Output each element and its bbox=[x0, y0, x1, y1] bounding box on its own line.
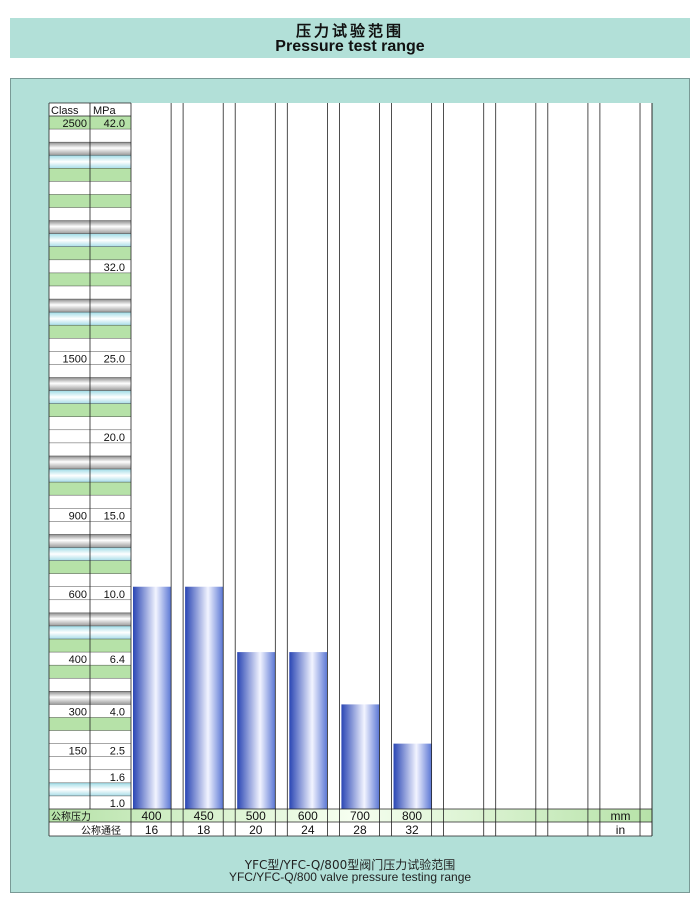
mpa-tick-label: 10.0 bbox=[104, 589, 125, 601]
bar bbox=[341, 704, 380, 809]
mpa-tick-label: 25.0 bbox=[104, 353, 125, 365]
bar bbox=[133, 586, 172, 809]
mpa-tick-label: 2.5 bbox=[110, 746, 125, 758]
class-tick-label: 600 bbox=[69, 589, 87, 601]
category-label-mm: 700 bbox=[350, 809, 370, 823]
axis-label-diameter: 公称通径 bbox=[81, 824, 121, 837]
class-header: Class bbox=[51, 105, 79, 117]
category-label-mm: 800 bbox=[402, 809, 422, 823]
chart-title-en: Pressure test range bbox=[275, 38, 425, 55]
footer-caption-en: YFC/YFC-Q/800 valve pressure testing ran… bbox=[228, 870, 472, 884]
class-tick-label: 300 bbox=[69, 706, 87, 718]
bar bbox=[185, 586, 224, 809]
category-label-in: 18 bbox=[197, 823, 211, 837]
title-banner: 压力试验范围 Pressure test range bbox=[10, 18, 690, 58]
class-tick-label: 1500 bbox=[63, 353, 87, 365]
mpa-header: MPa bbox=[93, 105, 117, 117]
unit-label-mm: mm bbox=[610, 809, 630, 823]
class-tick-label: 400 bbox=[69, 654, 87, 666]
category-label-mm: 600 bbox=[298, 809, 318, 823]
axis-label-pressure: 公称压力 bbox=[51, 810, 91, 823]
unit-label-in: in bbox=[616, 823, 625, 837]
bar bbox=[393, 743, 432, 809]
bar bbox=[289, 652, 328, 809]
mpa-tick-label: 6.4 bbox=[110, 654, 125, 666]
mpa-tick-label: 15.0 bbox=[104, 510, 125, 522]
axis-row-in bbox=[49, 822, 652, 836]
mpa-tick-label: 4.0 bbox=[110, 706, 125, 718]
mpa-tick-label: 20.0 bbox=[104, 432, 125, 444]
mpa-tick-label: 32.0 bbox=[104, 262, 125, 274]
bar bbox=[237, 652, 276, 809]
class-tick-label: 150 bbox=[69, 746, 87, 758]
category-label-in: 28 bbox=[353, 823, 367, 837]
category-label-in: 16 bbox=[145, 823, 159, 837]
mpa-tick-label: 42.0 bbox=[104, 118, 125, 130]
category-label-mm: 500 bbox=[246, 809, 266, 823]
axis-row-mm bbox=[49, 809, 652, 822]
mpa-tick-label: 1.6 bbox=[110, 772, 125, 784]
mpa-tick-label: 1.0 bbox=[110, 798, 125, 810]
category-label-in: 20 bbox=[249, 823, 263, 837]
class-tick-label: 2500 bbox=[63, 118, 87, 130]
footer-caption-cn: YFC型/YFC-Q/800型阀门压力试验范围 bbox=[244, 858, 456, 872]
category-label-mm: 450 bbox=[194, 809, 214, 823]
class-tick-label: 900 bbox=[69, 510, 87, 522]
category-label-in: 32 bbox=[405, 823, 419, 837]
category-label-in: 24 bbox=[301, 823, 315, 837]
chart-title-cn: 压力试验范围 bbox=[295, 22, 404, 40]
category-label-mm: 400 bbox=[142, 809, 162, 823]
